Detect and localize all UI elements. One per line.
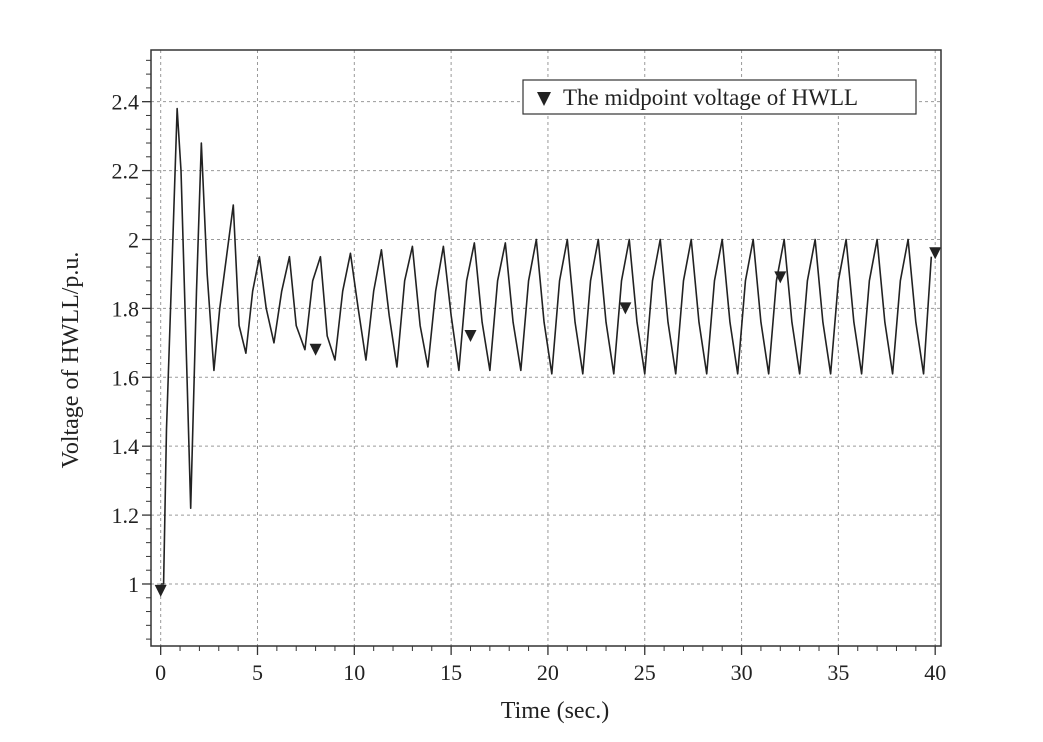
series-marker (929, 247, 942, 260)
series-marker (774, 271, 787, 284)
plot-frame (150, 49, 942, 647)
x-tick-label: 10 (343, 660, 365, 685)
series-layer (160, 107, 933, 585)
series-marker (154, 584, 167, 597)
legend-label: The midpoint voltage of HWLL (563, 85, 858, 110)
grid-layer (151, 50, 941, 646)
y-tick-label: 1 (128, 572, 139, 597)
y-tick-label: 2.4 (112, 90, 140, 115)
y-tick-label: 1.8 (112, 296, 140, 321)
x-tick-label: 35 (827, 660, 849, 685)
series-marker (619, 302, 632, 315)
y-tick-layer: 1 1.2 1.4 1.6 1.8 2 2.2 2.4 (112, 90, 151, 597)
minor-tick-layer (146, 59, 917, 651)
series-marker (464, 329, 477, 342)
x-tick-label: 25 (634, 660, 656, 685)
x-tick-layer: 0 5 10 15 20 25 30 35 40 (155, 646, 946, 685)
series-marker (309, 343, 322, 356)
marker-layer (154, 247, 942, 597)
y-axis-title: Voltage of HWLL/p.u. (58, 252, 84, 469)
x-tick-label: 40 (924, 660, 946, 685)
y-tick-label: 1.4 (112, 434, 140, 459)
y-tick-label: 2 (128, 227, 139, 252)
x-tick-label: 5 (252, 660, 263, 685)
y-tick-label: 1.6 (112, 365, 140, 390)
legend-marker-icon (537, 92, 551, 106)
series-line (160, 107, 933, 585)
y-tick-label: 2.2 (112, 159, 140, 184)
legend-box (522, 79, 917, 115)
y-tick-label: 1.2 (112, 503, 140, 528)
legend: The midpoint voltage of HWLL (522, 79, 917, 115)
x-tick-label: 15 (440, 660, 462, 685)
x-tick-label: 30 (731, 660, 753, 685)
x-axis-title: Time (sec.) (501, 698, 609, 724)
x-tick-label: 20 (537, 660, 559, 685)
x-tick-label: 0 (155, 660, 166, 685)
